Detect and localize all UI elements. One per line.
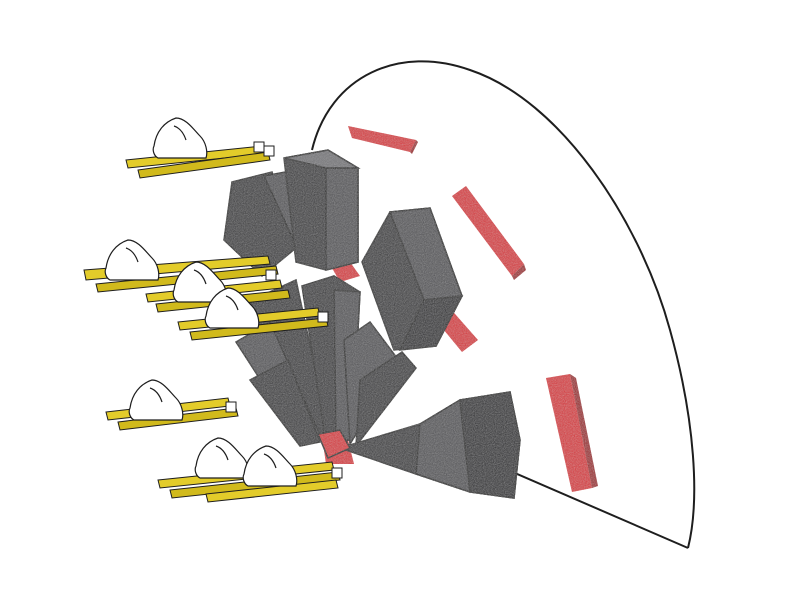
red-light-1: [348, 126, 416, 152]
shoe-6: [194, 437, 250, 479]
block-fan-3: [248, 358, 322, 447]
arch-wall: [311, 60, 696, 549]
shoe-3: [172, 261, 228, 303]
red-light-5: [546, 374, 592, 492]
red-light-2: [452, 186, 524, 276]
dark-blocks: [223, 149, 521, 499]
shoe-4: [204, 287, 260, 329]
shoes: [104, 117, 298, 487]
shoe-1: [152, 117, 208, 159]
shoe-5: [128, 379, 184, 421]
shoe-7: [242, 445, 298, 487]
block-fan-right-2: [355, 351, 417, 449]
shoe-2: [104, 239, 160, 281]
